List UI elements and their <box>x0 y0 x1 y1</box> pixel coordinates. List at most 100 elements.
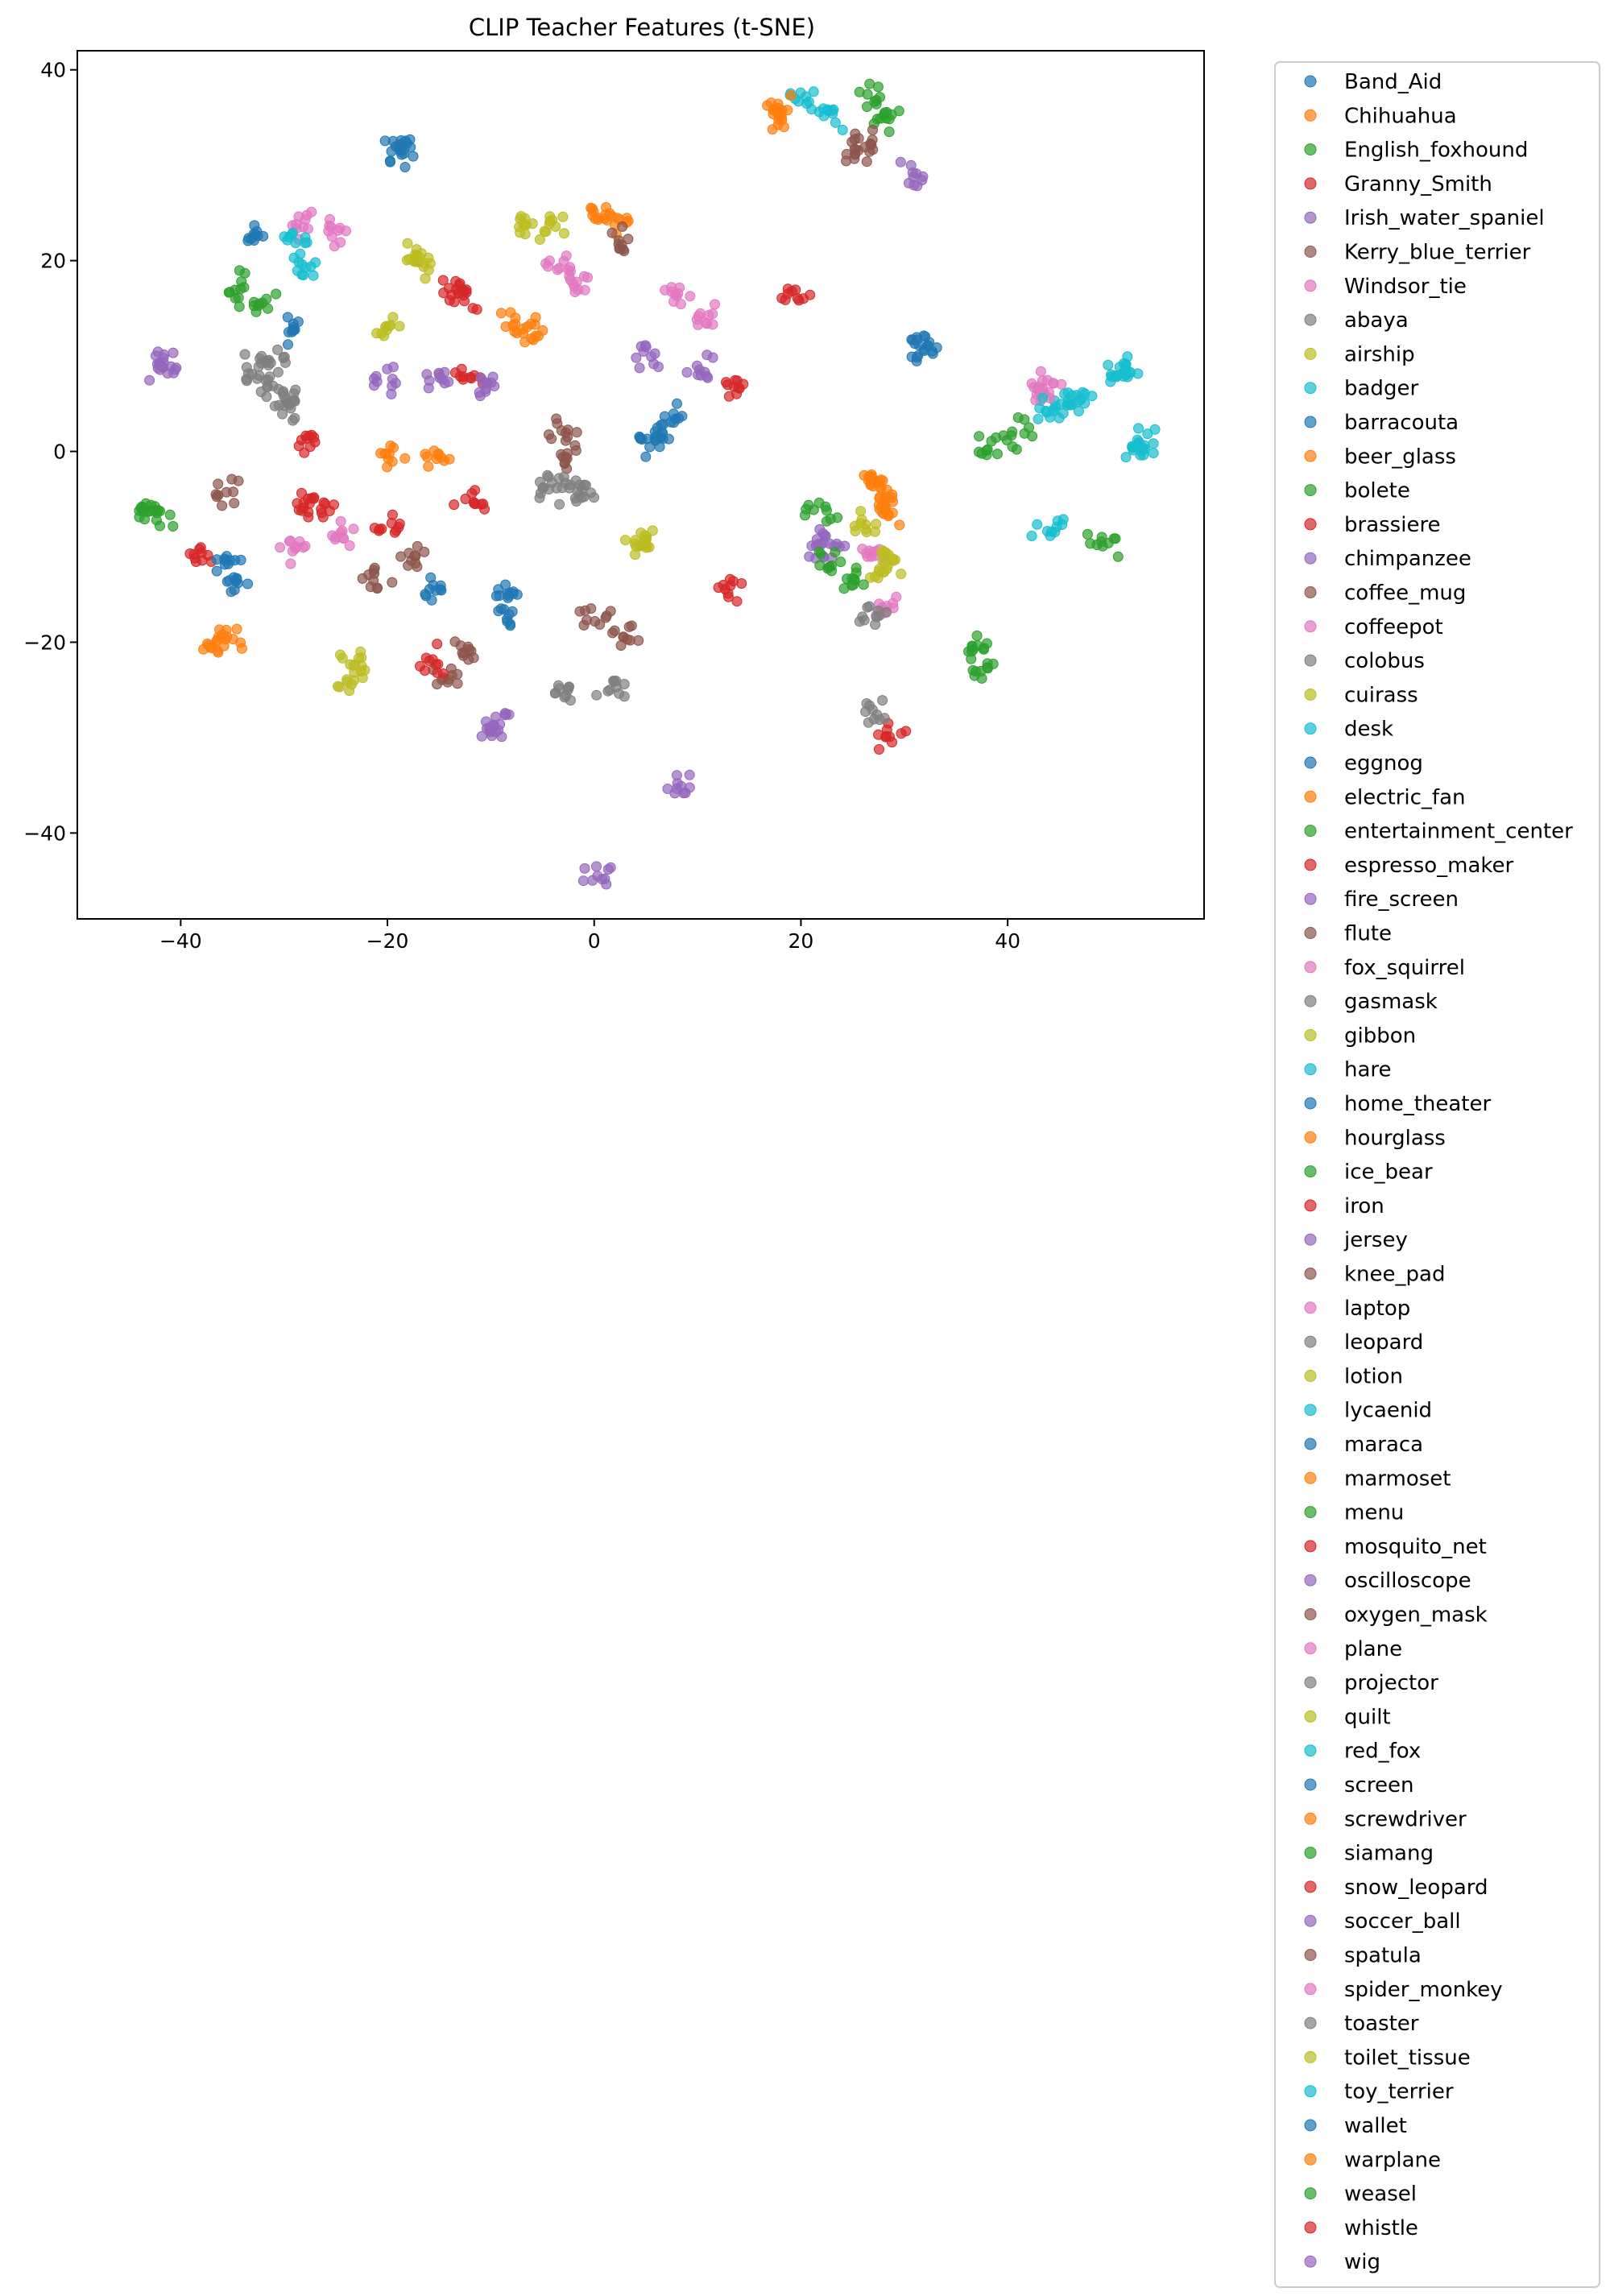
data-point <box>338 533 350 544</box>
data-point <box>552 264 563 275</box>
data-point <box>399 162 411 172</box>
data-point <box>544 255 555 267</box>
data-point <box>308 270 319 281</box>
data-point <box>864 78 875 89</box>
data-point <box>649 432 660 443</box>
series-bolete <box>234 105 904 317</box>
series-coffee_mug <box>606 124 879 257</box>
data-point <box>873 565 884 577</box>
data-point <box>412 253 423 264</box>
series-fire_screen <box>421 340 664 394</box>
data-point <box>189 552 201 564</box>
legend-marker <box>1304 892 1317 905</box>
data-point <box>723 391 735 402</box>
data-point <box>221 576 233 587</box>
legend-label: coffeepot <box>1344 615 1443 639</box>
scatter-points <box>134 78 1161 890</box>
series-toy_terrier <box>1103 358 1159 463</box>
data-point <box>626 620 637 631</box>
data-point <box>559 692 570 703</box>
legend-marker <box>1304 1063 1317 1076</box>
legend-item: whistle <box>1304 2216 1418 2240</box>
data-point <box>164 509 176 520</box>
data-point <box>896 569 907 580</box>
legend-marker <box>1304 1199 1317 1212</box>
data-point <box>1120 452 1132 463</box>
legend-label: toaster <box>1344 2012 1419 2036</box>
data-point <box>329 499 339 511</box>
legend-label: Windsor_tie <box>1344 275 1467 299</box>
legend-item: lycaenid <box>1304 1399 1432 1423</box>
legend-item: hourglass <box>1304 1126 1446 1150</box>
legend-marker <box>1304 1438 1317 1450</box>
data-point <box>867 704 878 715</box>
data-point <box>154 358 165 369</box>
data-point <box>285 558 296 569</box>
data-point <box>296 505 308 516</box>
data-point <box>419 546 430 557</box>
data-point <box>768 104 779 115</box>
data-point <box>634 362 645 374</box>
data-point <box>1103 359 1114 370</box>
data-point <box>467 303 478 314</box>
data-point <box>442 676 453 688</box>
legend-marker <box>1304 2153 1317 2166</box>
legend-label: beer_glass <box>1344 445 1456 469</box>
data-point <box>152 346 163 358</box>
data-point <box>515 227 526 238</box>
data-point <box>444 295 455 306</box>
data-point <box>668 417 680 428</box>
series-entertainment_center <box>134 498 179 532</box>
legend-label: menu <box>1344 1501 1404 1525</box>
data-point <box>1035 366 1046 377</box>
data-point <box>399 453 411 464</box>
legend-item: siamang <box>1304 1842 1434 1866</box>
data-point <box>505 307 516 318</box>
data-point <box>624 635 635 646</box>
data-point <box>231 573 242 584</box>
data-point <box>271 288 282 300</box>
data-point <box>601 879 612 890</box>
data-point <box>867 144 879 155</box>
data-point <box>865 572 875 583</box>
legend-marker <box>1304 654 1317 667</box>
data-point <box>387 456 398 467</box>
series-Band_Aid <box>242 220 304 350</box>
data-point <box>300 232 311 243</box>
legend-item: toilet_tissue <box>1304 2046 1471 2070</box>
legend-label: red_fox <box>1344 1740 1421 1764</box>
legend-marker <box>1304 484 1317 497</box>
data-point <box>495 308 507 319</box>
legend-marker <box>1304 995 1317 1007</box>
legend-label: brassiere <box>1344 513 1441 537</box>
legend-item: quilt <box>1304 1705 1391 1729</box>
series-laptop <box>275 515 359 569</box>
data-point <box>821 505 832 516</box>
legend-label: gibbon <box>1344 1024 1416 1048</box>
data-point <box>242 375 252 387</box>
legend-item: coffeepot <box>1304 615 1443 639</box>
data-point <box>819 530 830 541</box>
legend-label: flute <box>1344 922 1392 946</box>
data-point <box>263 374 274 386</box>
legend-label: spatula <box>1344 1944 1422 1968</box>
data-point <box>966 640 978 652</box>
data-point <box>275 542 286 553</box>
legend-marker <box>1304 1710 1317 1723</box>
legend-item: Chihuahua <box>1304 104 1457 128</box>
legend-marker <box>1304 825 1317 838</box>
data-point <box>855 506 867 517</box>
data-point <box>606 227 618 238</box>
data-point <box>544 429 554 441</box>
data-point <box>1110 370 1121 382</box>
legend-marker <box>1304 1880 1317 1893</box>
data-point <box>272 344 284 355</box>
data-point <box>1048 378 1059 389</box>
data-point <box>493 606 504 617</box>
legend-item: gibbon <box>1304 1024 1416 1048</box>
data-point <box>800 510 810 521</box>
series-eggnog <box>634 398 688 462</box>
legend-item: jersey <box>1304 1228 1408 1252</box>
legend-label: Band_Aid <box>1344 70 1442 94</box>
data-point <box>871 519 882 530</box>
